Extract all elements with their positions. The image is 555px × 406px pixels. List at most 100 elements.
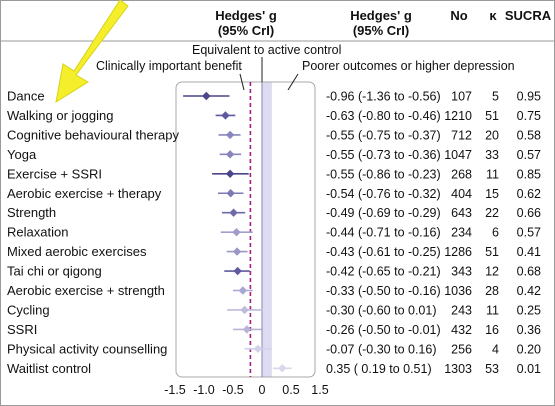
k-value: 11 [486,167,499,181]
sucra-value: 0.36 [517,323,541,337]
equivalent-annotation: Equivalent to active control [192,43,341,57]
estimate-text: -0.55 (-0.73 to -0.36) [326,148,441,162]
estimate-point [229,208,238,217]
row-label: SSRI [7,322,37,337]
x-axis: -1.5 -1.0 -0.5 0 0.5 1.5 [164,383,329,397]
row-label: Yoga [7,147,37,162]
k-value: 51 [485,245,499,259]
k-value: 4 [492,342,499,356]
row-label: Physical activity counselling [7,341,167,356]
estimate-text: 0.35 ( 0.19 to 0.51) [326,362,432,376]
k-value: 15 [485,187,499,201]
k-value: 20 [485,128,499,142]
n-value: 1047 [444,148,472,162]
plot-border [175,81,316,378]
k-value: 33 [485,148,499,162]
n-value: 404 [451,187,472,201]
sucra-value: 0.25 [517,303,541,317]
clinical-pointer [239,73,245,91]
row-label: Mixed aerobic exercises [7,244,147,259]
n-value: 432 [451,323,472,337]
row-label: Aerobic exercise + therapy [7,186,162,201]
estimate-text: -0.44 (-0.71 to -0.16) [326,226,441,240]
sucra-value: 0.85 [517,167,541,181]
estimate-point [240,305,249,315]
n-value: 643 [451,206,472,220]
estimate-point [221,111,230,120]
k-value: 5 [492,90,499,104]
estimate-text: -0.33 (-0.50 to -0.16) [326,284,441,298]
table-row: Exercise + SSRI -0.55 (-0.86 to -0.23) 268… [7,166,541,181]
estimate-point [226,189,235,198]
k-value: 51 [485,109,499,123]
table-row: Walking or jogging -0.63 (-0.80 to -0.46)… [7,108,541,123]
estimate-header-line2: (95% CrI) [218,23,274,38]
n-value: 268 [451,167,472,181]
k-header: κ [489,8,497,23]
estimate-text: -0.54 (-0.76 to -0.32) [326,187,441,201]
n-value: 256 [451,342,472,356]
table-row: Dance -0.96 (-1.36 to -0.56) 107 5 0.95 [7,89,541,104]
sucra-value: 0.20 [517,342,541,356]
rows: Dance -0.96 (-1.36 to -0.56) 107 5 0.95 Walki… [7,89,541,376]
row-label: Cycling [7,302,50,317]
arrow-icon [55,0,129,104]
estimate-text: -0.42 (-0.65 to -0.21) [326,265,441,279]
table-row: Waitlist control 0.35 ( 0.19 to 0.51) 1303… [7,361,541,376]
x-tick-label: 0 [259,383,266,397]
estimate-text: -0.49 (-0.69 to -0.29) [326,206,441,220]
k-value: 11 [486,303,499,317]
table-row: Strength -0.49 (-0.69 to -0.29) 643 22 0.66 [7,205,541,220]
sucra-value: 0.66 [517,206,541,220]
row-label: Cognitive behavioural therapy [7,127,179,142]
x-tick-label: 1.5 [311,383,328,397]
estimate-text: -0.55 (-0.75 to -0.37) [326,128,441,142]
row-label: Waitlist control [7,361,91,376]
table-row: Aerobic exercise + strength -0.33 (-0.50 … [7,283,541,298]
k-value: 53 [485,362,499,376]
k-value: 12 [485,265,499,279]
sucra-value: 0.01 [517,362,541,376]
clinical-annotation: Clinically important benefit [96,59,242,73]
row-label: Exercise + SSRI [7,166,102,181]
x-tick-label: -0.5 [222,383,244,397]
n-value: 1210 [444,109,472,123]
values-header-line2: (95% CrI) [353,23,409,38]
k-value: 6 [492,226,499,240]
row-label: Aerobic exercise + strength [7,283,165,298]
estimate-point [225,150,235,159]
n-value: 1303 [444,362,472,376]
n-value: 1286 [444,245,472,259]
n-value: 343 [451,265,472,279]
row-label: Relaxation [7,225,68,240]
n-value: 712 [451,128,472,142]
table-row: Physical activity counselling -0.07 (-0.3… [7,341,541,356]
estimate-point [253,344,263,354]
values-header-line1: Hedges' g [350,8,412,23]
row-label: Tai chi or qigong [7,264,102,279]
x-tick-label: 0.5 [282,383,299,397]
table-row: Yoga -0.55 (-0.73 to -0.36) 1047 33 0.57 [7,147,541,162]
poorer-annotation: Poorer outcomes or higher depression [302,59,515,73]
sucra-value: 0.42 [517,284,541,298]
equivalence-band [262,82,272,377]
sucra-value: 0.57 [517,226,541,240]
estimate-text: -0.63 (-0.80 to -0.46) [326,109,441,123]
estimate-point [232,247,242,256]
sucra-value: 0.57 [517,148,541,162]
sucra-value: 0.95 [517,90,541,104]
row-label: Dance [7,89,45,104]
x-tick-label: -1.0 [193,383,215,397]
table-row: Tai chi or qigong -0.42 (-0.65 to -0.21) 3… [7,264,541,279]
estimate-point [278,364,287,373]
estimate-point [233,266,242,276]
estimate-header-line1: Hedges' g [215,8,277,23]
row-label: Walking or jogging [7,108,113,123]
sucra-value: 0.75 [517,109,541,123]
x-tick-label: -1.5 [164,383,186,397]
estimate-point [242,325,252,334]
estimate-text: -0.55 (-0.86 to -0.23) [326,167,441,181]
k-value: 28 [485,284,499,298]
k-value: 22 [485,206,499,220]
